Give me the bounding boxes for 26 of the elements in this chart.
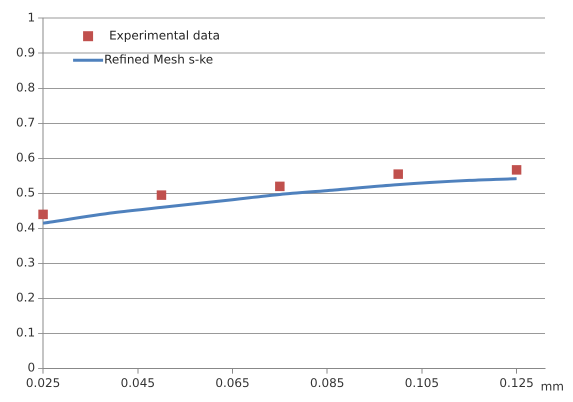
y-tick-label: 0.6 <box>16 150 36 164</box>
point <box>156 190 166 200</box>
y-tick-label: 0.7 <box>16 115 36 130</box>
point <box>38 210 48 220</box>
y-tick-label: 0.3 <box>16 256 36 270</box>
y-tick-label: 0 <box>27 360 36 375</box>
point <box>512 165 522 175</box>
line-series <box>42 177 518 225</box>
y-tick-label: 0.4 <box>16 220 36 235</box>
x-tick-label: 0.065 <box>215 376 250 390</box>
y-tick-label: 0.8 <box>16 80 36 94</box>
y-tick-label: 0.9 <box>16 45 36 60</box>
point <box>275 182 285 192</box>
x-tick-label: 0.105 <box>404 376 440 390</box>
x-tick-label: 0.125 <box>499 376 534 390</box>
y-tick-label: 1 <box>27 10 36 24</box>
x-axis-title: mm <box>540 380 564 394</box>
y-tick-label: 0.5 <box>16 186 36 200</box>
y-tick-label: 0.2 <box>16 290 36 305</box>
x-tick-label: 0.025 <box>26 376 60 390</box>
point <box>393 169 403 179</box>
x-tick-label: 0.085 <box>310 376 344 390</box>
x-tick-label: 0.045 <box>120 376 155 390</box>
y-tick-label: 0.1 <box>16 326 36 340</box>
legend-label: Experimental data <box>109 28 220 42</box>
legend-label: Refined Mesh s-ke <box>104 52 214 66</box>
